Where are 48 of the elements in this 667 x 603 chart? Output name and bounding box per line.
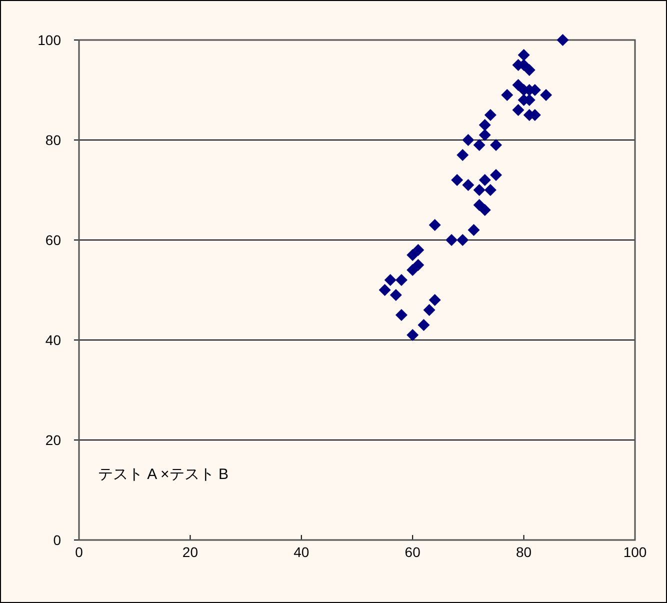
point bbox=[451, 174, 464, 186]
point bbox=[423, 304, 436, 316]
point bbox=[395, 309, 408, 321]
point bbox=[412, 259, 424, 271]
point bbox=[556, 34, 569, 46]
x-tick-label: 60 bbox=[404, 544, 421, 560]
x-tick-label: 100 bbox=[623, 544, 647, 560]
point bbox=[490, 169, 502, 181]
point bbox=[478, 129, 491, 141]
x-tick-label: 80 bbox=[516, 544, 532, 560]
point bbox=[473, 139, 486, 151]
y-tick-label: 60 bbox=[45, 232, 62, 248]
annotation: テスト A ×テスト B bbox=[98, 466, 228, 483]
x-tick-label: 20 bbox=[182, 544, 198, 560]
point bbox=[418, 319, 430, 331]
point bbox=[468, 224, 480, 236]
point bbox=[484, 184, 496, 196]
point bbox=[446, 234, 458, 246]
point bbox=[384, 274, 396, 286]
y-tick-label: 0 bbox=[53, 532, 62, 548]
y-tick-label: 20 bbox=[45, 432, 62, 448]
point bbox=[412, 244, 424, 256]
point bbox=[540, 89, 552, 101]
point bbox=[456, 149, 469, 161]
point bbox=[456, 234, 469, 246]
x-tick-label: 40 bbox=[294, 544, 310, 560]
point bbox=[484, 109, 496, 121]
point bbox=[406, 329, 419, 341]
x-tick-label: 0 bbox=[75, 544, 84, 560]
point bbox=[478, 119, 491, 131]
y-tick-label: 100 bbox=[38, 32, 62, 48]
point bbox=[478, 174, 491, 186]
point bbox=[428, 219, 441, 231]
y-tick-label: 40 bbox=[45, 332, 62, 348]
point bbox=[473, 184, 486, 196]
point bbox=[462, 179, 474, 191]
point bbox=[518, 49, 530, 61]
point bbox=[523, 64, 536, 76]
point bbox=[462, 134, 474, 146]
point bbox=[428, 294, 441, 306]
point bbox=[478, 204, 491, 216]
point bbox=[395, 274, 408, 286]
point bbox=[512, 104, 524, 116]
y-tick-label: 80 bbox=[45, 132, 62, 148]
point bbox=[378, 284, 391, 296]
point bbox=[490, 139, 502, 151]
point bbox=[501, 89, 514, 101]
point bbox=[390, 289, 402, 301]
